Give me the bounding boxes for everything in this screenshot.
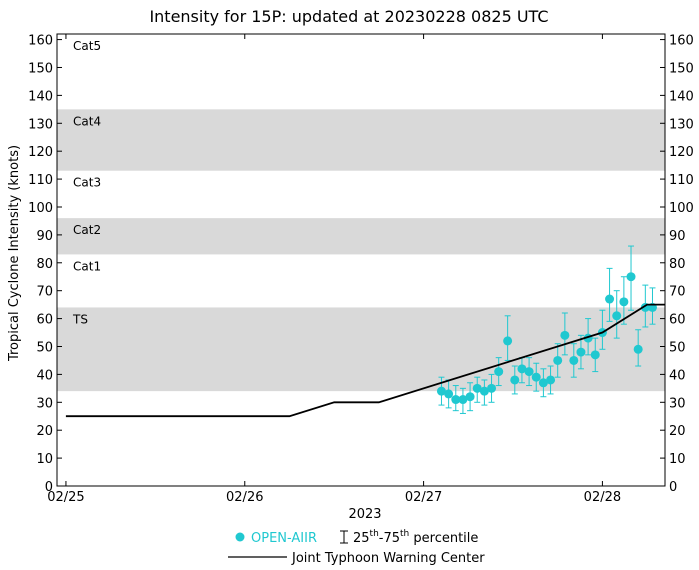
data-point-27 [626, 272, 636, 282]
y-tick-label-left: 100 [28, 201, 53, 216]
data-point-4 [458, 395, 468, 405]
y-tick-label-right: 60 [669, 313, 686, 328]
y-tick-label-left: 40 [36, 368, 53, 383]
data-point-24 [605, 294, 615, 304]
y-tick-label-right: 20 [669, 424, 686, 439]
open-aiir-points [436, 272, 657, 405]
plot-frame [56, 33, 666, 487]
data-point-16 [546, 375, 556, 385]
y-axis-right: 0 10 20 30 40 50 60 70 80 90 100 110 120 130 140 150 160 [660, 34, 694, 495]
data-point-11 [510, 375, 520, 385]
y-tick-label-right: 50 [669, 340, 686, 355]
y-tick-label-left: 20 [36, 424, 53, 439]
y-tick-label-left: 130 [28, 117, 53, 132]
y-tick-label-right: 140 [669, 89, 694, 104]
data-point-20 [576, 347, 586, 357]
data-point-26 [619, 297, 629, 307]
data-point-1 [436, 386, 446, 396]
y-tick-label-right: 0 [669, 480, 677, 495]
y-tick-label-left: 70 [36, 285, 53, 300]
jtwc-line [65, 303, 665, 418]
y-tick-label-left: 10 [36, 452, 53, 467]
band-ts [57, 307, 665, 392]
y-axis-left: 0 10 20 30 40 50 60 70 80 90 100 110 120 130 140 150 160 [28, 34, 62, 495]
chart-title: Intensity for 15P: updated at 20230228 0… [149, 7, 548, 26]
x-tick-label: 02/28 [584, 490, 621, 505]
data-point-3 [451, 395, 461, 405]
y-tick-label-right: 120 [669, 145, 694, 160]
y-tick-label-left: 120 [28, 145, 53, 160]
y-tick-label-right: 90 [669, 229, 686, 244]
x-axis-title: 2023 [348, 507, 381, 522]
category-label-cat4: Cat4 [73, 114, 101, 128]
y-tick-label-right: 100 [669, 201, 694, 216]
legend: OPEN-AIIR 25th-75th percentile Joint Typ… [228, 529, 485, 566]
y-tick-label-left: 160 [28, 34, 53, 49]
y-tick-label-right: 30 [669, 396, 686, 411]
y-axis-title: Tropical Cyclone Intensity (knots) [7, 145, 22, 362]
x-tick-label: 02/25 [47, 490, 84, 505]
y-tick-label-right: 150 [669, 61, 694, 76]
data-point-14 [531, 372, 541, 382]
y-tick-label-right: 40 [669, 368, 686, 383]
y-tick-label-right: 160 [669, 34, 694, 49]
y-tick-label-left: 140 [28, 89, 53, 104]
data-point-13 [524, 367, 534, 377]
category-labels: TS Cat1 Cat2 Cat3 Cat4 Cat5 [72, 39, 101, 326]
data-point-10 [503, 336, 513, 346]
category-label-ts: TS [72, 312, 88, 326]
x-tick-label: 02/27 [405, 490, 442, 505]
y-tick-label-left: 30 [36, 396, 53, 411]
x-tick-label: 02/26 [226, 490, 263, 505]
y-tick-label-right: 110 [669, 173, 694, 188]
data-point-5 [465, 392, 475, 402]
x-axis: 02/25 02/26 02/27 02/28 [47, 34, 621, 505]
category-label-cat2: Cat2 [73, 223, 101, 237]
band-cat4 [57, 109, 665, 171]
y-tick-label-left: 0 [45, 480, 53, 495]
data-point-6 [472, 383, 482, 393]
category-bands [57, 109, 665, 392]
data-point-2 [444, 389, 454, 399]
category-label-cat1: Cat1 [73, 259, 101, 273]
data-point-22 [590, 350, 600, 360]
data-point-28 [633, 344, 643, 354]
data-point-12 [517, 364, 527, 374]
y-tick-label-left: 110 [28, 173, 53, 188]
data-point-7 [479, 386, 489, 396]
y-tick-label-left: 50 [36, 340, 53, 355]
data-point-17 [553, 355, 563, 365]
y-tick-label-left: 150 [28, 61, 53, 76]
legend-label-jtwc: Joint Typhoon Warning Center [291, 551, 485, 566]
band-cat2 [57, 218, 665, 255]
data-point-18 [560, 330, 570, 340]
y-tick-label-right: 10 [669, 452, 686, 467]
y-tick-label-left: 60 [36, 313, 53, 328]
data-point-25 [612, 311, 622, 321]
y-tick-label-right: 70 [669, 285, 686, 300]
category-label-cat3: Cat3 [73, 176, 101, 190]
y-tick-label-right: 80 [669, 257, 686, 272]
y-tick-label-right: 130 [669, 117, 694, 132]
data-point-9 [494, 367, 504, 377]
data-point-15 [538, 378, 548, 388]
legend-label-percentile: 25th-75th percentile [353, 529, 478, 546]
y-tick-label-left: 90 [36, 229, 53, 244]
data-point-19 [569, 355, 579, 365]
legend-errorbar-icon [340, 530, 348, 544]
category-label-cat5: Cat5 [73, 39, 101, 53]
legend-marker-open-aiir [235, 532, 245, 542]
legend-label-open-aiir: OPEN-AIIR [251, 531, 317, 546]
y-tick-label-left: 80 [36, 257, 53, 272]
jtwc-line-path [65, 303, 665, 418]
data-point-8 [487, 383, 497, 393]
